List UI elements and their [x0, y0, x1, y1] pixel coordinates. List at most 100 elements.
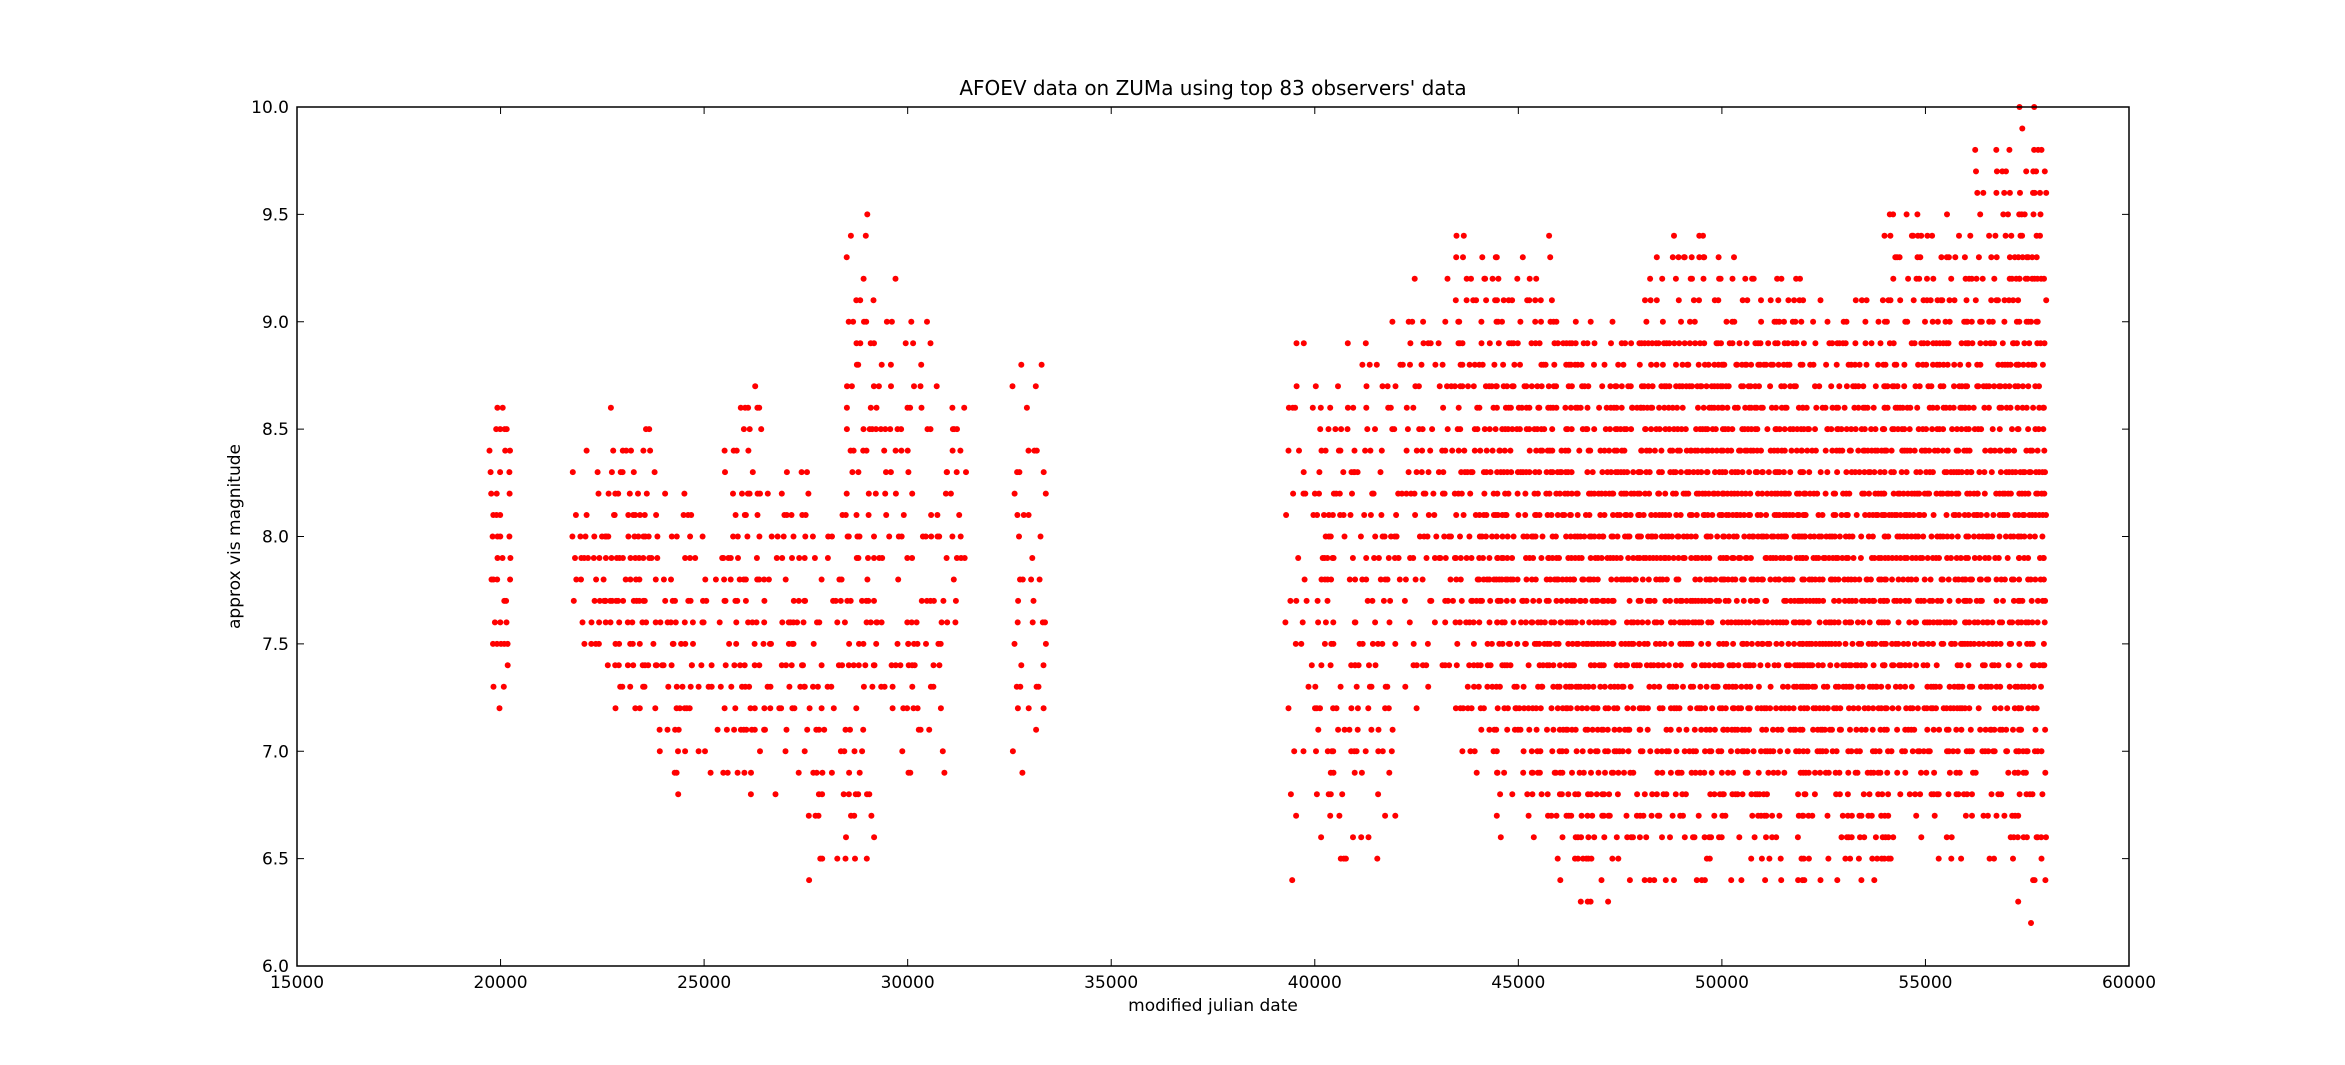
data-point	[1750, 748, 1757, 755]
data-point	[1591, 834, 1598, 841]
data-point	[1944, 361, 1951, 368]
data-point	[2016, 791, 2023, 798]
data-point	[2016, 662, 2023, 669]
data-point	[1927, 576, 1934, 583]
data-point	[2015, 748, 2022, 755]
data-point	[1555, 640, 1562, 647]
data-point	[1644, 619, 1651, 626]
data-point	[1693, 877, 1700, 884]
data-point	[834, 619, 841, 626]
data-point	[1413, 705, 1420, 712]
data-point	[1883, 705, 1890, 712]
data-point	[936, 662, 943, 669]
data-point	[1667, 597, 1673, 604]
data-point	[1389, 318, 1396, 325]
data-point	[1415, 383, 1422, 390]
data-point	[1951, 619, 1958, 626]
data-point	[1725, 576, 1732, 583]
data-point	[1317, 705, 1323, 712]
data-point	[1915, 426, 1922, 433]
data-point	[1747, 597, 1754, 604]
data-point	[1673, 748, 1680, 755]
data-point	[1568, 683, 1575, 690]
data-point	[1747, 383, 1754, 390]
data-point	[1630, 619, 1637, 626]
data-point	[1730, 769, 1736, 776]
data-point	[1768, 404, 1775, 411]
data-point	[1350, 834, 1356, 841]
data-point	[1997, 683, 2004, 690]
data-point	[1466, 361, 1473, 368]
data-point	[2006, 383, 2013, 390]
data-point	[941, 769, 948, 776]
data-point	[1834, 555, 1841, 561]
data-point	[1626, 597, 1633, 604]
data-point	[1504, 533, 1511, 540]
data-point	[626, 490, 633, 497]
data-point	[1921, 597, 1928, 604]
data-point	[1548, 512, 1555, 518]
data-point	[2009, 275, 2015, 282]
data-point	[1892, 683, 1899, 690]
data-point	[767, 705, 774, 712]
data-point	[2024, 275, 2031, 282]
data-point	[1659, 769, 1666, 776]
data-point	[1500, 297, 1507, 304]
data-point	[1410, 555, 1417, 561]
data-point	[1349, 555, 1356, 561]
data-point	[1551, 619, 1558, 626]
data-point	[1778, 640, 1785, 647]
data-point	[1556, 490, 1563, 497]
x-tick-label: 40000	[1288, 973, 1342, 993]
data-point	[930, 683, 937, 690]
data-point	[1707, 533, 1714, 540]
data-point	[1902, 683, 1909, 690]
data-point	[1920, 533, 1927, 540]
data-point	[1991, 447, 1998, 454]
data-point	[1958, 726, 1965, 733]
data-point	[842, 726, 849, 733]
data-point	[1897, 555, 1904, 561]
data-point	[795, 769, 802, 776]
data-point	[680, 512, 687, 518]
data-point	[1656, 812, 1663, 819]
data-point	[1829, 726, 1835, 733]
data-point	[1431, 555, 1438, 561]
data-point	[1920, 640, 1927, 647]
data-point	[1743, 361, 1750, 368]
data-point	[652, 705, 659, 712]
data-point	[1616, 512, 1623, 518]
data-point	[1865, 705, 1872, 712]
data-point	[1318, 447, 1325, 454]
data-point	[1499, 640, 1506, 647]
data-point	[1042, 619, 1048, 626]
data-point	[1658, 469, 1665, 476]
data-point	[1019, 769, 1026, 776]
data-point	[646, 426, 653, 433]
data-point	[1904, 555, 1911, 561]
data-point	[1613, 447, 1620, 454]
data-point	[1718, 512, 1725, 518]
data-point	[1796, 490, 1803, 497]
data-point	[1824, 812, 1831, 819]
data-point	[1847, 855, 1854, 862]
data-point	[1534, 426, 1541, 433]
data-point	[2023, 168, 2030, 175]
data-point	[1988, 297, 1995, 304]
data-point	[1590, 683, 1597, 690]
data-point	[654, 555, 661, 561]
data-point	[1029, 619, 1036, 626]
data-point	[703, 597, 710, 604]
data-point	[1751, 834, 1758, 841]
data-point	[1524, 791, 1531, 798]
data-point	[1981, 469, 1988, 476]
data-point	[641, 512, 648, 518]
data-point	[1468, 705, 1475, 712]
data-point	[2001, 297, 2008, 304]
data-point	[1587, 447, 1594, 454]
data-point	[1451, 383, 1458, 390]
data-point	[1861, 490, 1868, 497]
data-point	[2003, 726, 2010, 733]
data-point	[1832, 512, 1839, 518]
data-point	[1717, 275, 1724, 282]
